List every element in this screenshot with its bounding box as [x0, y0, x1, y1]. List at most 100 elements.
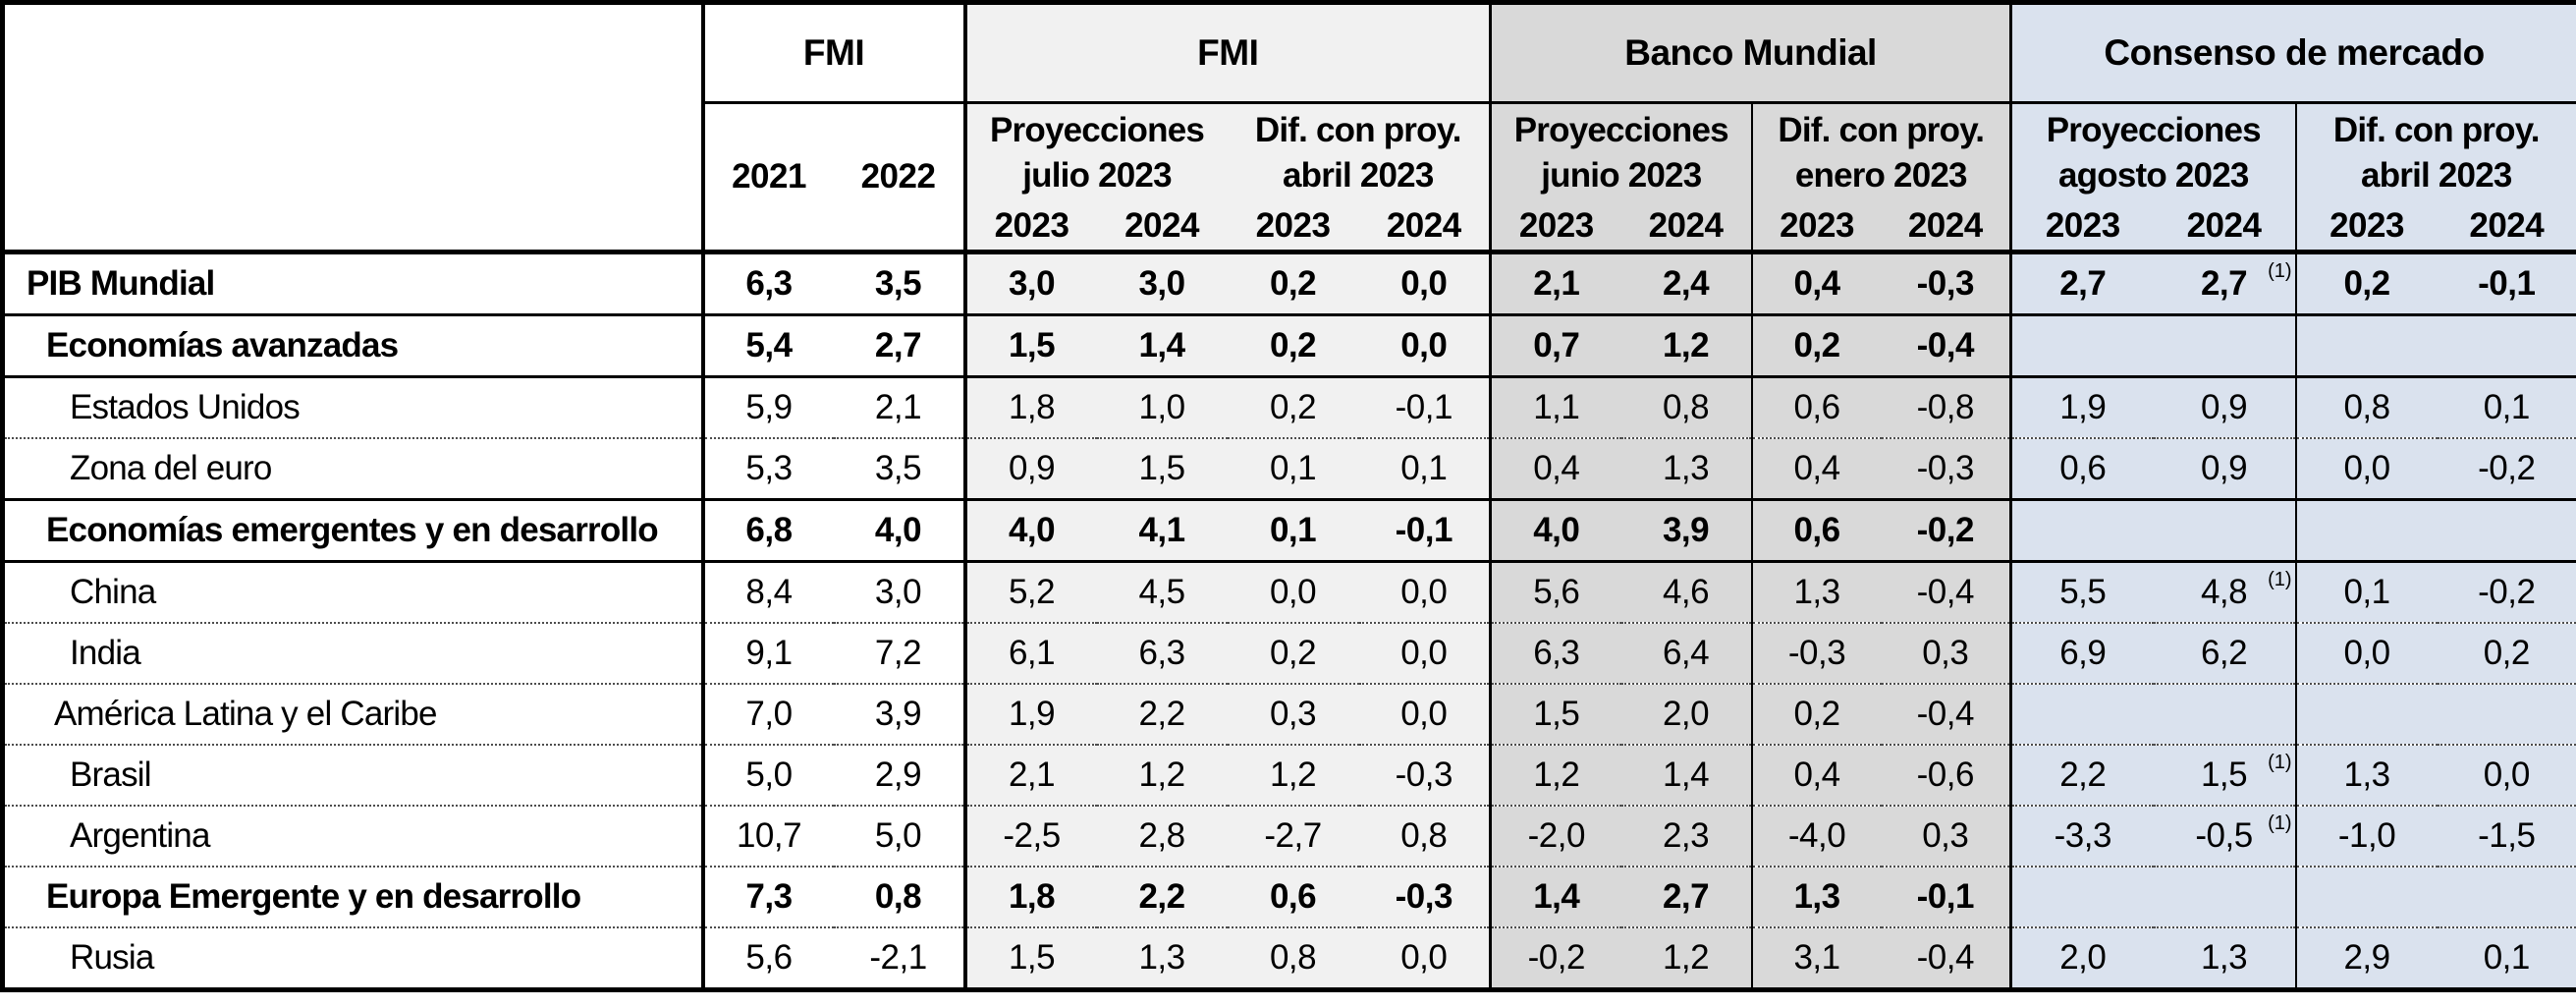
cell-value: 6,2	[2200, 634, 2248, 672]
cell-value: 0,6	[1793, 388, 1840, 426]
cell-value: 3,0	[1008, 264, 1056, 303]
header-subgroup-row: 2021 2022 Proyecciones julio 2023 Dif. c…	[3, 102, 2576, 254]
cell: 2,7	[1620, 867, 1752, 928]
row-label: Rusia	[2, 927, 703, 990]
cell: 1,4	[1096, 314, 1228, 378]
cell-value: -0,2	[1916, 511, 1975, 549]
subheader-consenso-diferencia: Dif. con proy. abril 2023	[2294, 102, 2576, 202]
cell-value: 1,2	[1662, 938, 1710, 977]
cell-value: 0,4	[1793, 264, 1840, 303]
cell-value: 1,5	[2200, 756, 2248, 794]
cell: 0,4	[1750, 438, 1882, 501]
cell: -2,7	[1227, 806, 1359, 868]
cell: 4,5	[1096, 561, 1228, 624]
cell-value: 3,9	[1662, 511, 1710, 549]
row-label: India	[2, 623, 703, 685]
cell-value: 0,0	[2483, 756, 2531, 794]
cell-value: 2,3	[1662, 816, 1710, 855]
cell-value: 4,0	[1533, 511, 1580, 549]
year-col-header: 2023	[2294, 202, 2438, 254]
cell: 0,2	[1750, 684, 1882, 746]
table-header: FMI FMI Banco Mundial Consenso de mercad…	[2, 2, 2576, 254]
year-col-header: 2023	[1489, 202, 1621, 254]
cell-value: -2,7	[1264, 816, 1322, 855]
cell: 0,0	[2294, 438, 2438, 501]
cell-value: 0,2	[2343, 264, 2390, 303]
cell: 0,9	[962, 438, 1097, 501]
year-col-header: 2023	[1750, 202, 1882, 254]
cell-value: -0,4	[1916, 695, 1975, 733]
cell: 9,1	[700, 623, 834, 685]
cell-value: 6,9	[2059, 634, 2107, 672]
cell-value: 0,2	[1269, 264, 1317, 303]
cell-value: 1,0	[1138, 388, 1185, 426]
subheader-line1: Proyecciones	[990, 111, 1205, 149]
cell: 7,2	[833, 623, 965, 685]
cell-value: 2,9	[2343, 938, 2390, 977]
cell: 2,3	[1620, 806, 1752, 868]
cell-value: 3,1	[1793, 938, 1840, 977]
cell: 2,2	[1096, 867, 1228, 928]
cell-value: 4,5	[1138, 573, 1185, 611]
table-row: Europa Emergente y en desarrollo 7,3 0,8 1,…	[2, 867, 2576, 928]
cell: 5,5	[2009, 561, 2154, 624]
cell: 2,1	[833, 376, 965, 439]
cell: 4,0	[962, 499, 1097, 563]
cell: 0,6	[1750, 499, 1882, 563]
row-label: Argentina	[2, 806, 703, 868]
cell: 7,3	[700, 867, 834, 928]
cell-value: 0,2	[1793, 695, 1840, 733]
cell-value: 2,0	[2059, 938, 2107, 977]
cell: 2,4	[1620, 252, 1752, 316]
cell-value: 2,8	[1138, 816, 1185, 855]
cell-value: 0,4	[1533, 449, 1580, 487]
cell-value: 5,3	[745, 449, 793, 487]
cell: -0,6	[1881, 745, 2011, 807]
cell: 6,1	[962, 623, 1097, 685]
cell: 4,0	[1489, 499, 1621, 563]
cell: 0,2	[1227, 314, 1359, 378]
cell: 1,3	[1750, 867, 1882, 928]
cell: -2,5	[962, 806, 1097, 868]
year-col-header: 2023	[962, 202, 1097, 254]
cell-value: 1,3	[2343, 756, 2390, 794]
cell-value: 0,0	[1400, 695, 1448, 733]
cell-value: 6,3	[1138, 634, 1185, 672]
cell-value: 2,7	[874, 326, 922, 364]
cell: 0,3	[1227, 684, 1359, 746]
cell: 1,8	[962, 376, 1097, 439]
cell-value: -0,2	[1527, 938, 1586, 977]
row-label: Estados Unidos	[2, 376, 703, 439]
table-row: América Latina y el Caribe 7,0 3,9 1,9 2,2 0,…	[2, 684, 2576, 746]
table-row: Economías emergentes y en desarrollo 6,8 4…	[2, 499, 2576, 563]
row-label: China	[2, 561, 703, 624]
cell: 5,6	[700, 927, 834, 990]
cell: 6,9	[2009, 623, 2154, 685]
subheader-line1: Dif. con proy.	[1254, 111, 1462, 149]
cell-value: -0,2	[2478, 573, 2536, 611]
cell: 0,0	[2294, 623, 2438, 685]
cell: 1,3	[1096, 927, 1228, 990]
cell: 1,2	[1227, 745, 1359, 807]
cell: 3,1	[1750, 927, 1882, 990]
cell-value: 7,3	[745, 877, 793, 916]
cell: 4,6	[1620, 561, 1752, 624]
row-label: Economías avanzadas	[2, 314, 703, 378]
cell-value: 0,6	[1269, 877, 1317, 916]
cell: 3,5	[833, 252, 965, 316]
cell-value: -0,4	[1916, 938, 1975, 977]
cell-value: -0,8	[1916, 388, 1975, 426]
row-label: América Latina y el Caribe	[2, 684, 703, 746]
footnote-marker: (1)	[2268, 569, 2292, 590]
cell-value: -2,5	[1003, 816, 1061, 855]
cell-value: 1,4	[1662, 756, 1710, 794]
cell	[2294, 499, 2438, 563]
cell	[2437, 314, 2576, 378]
cell: -0,1	[1881, 867, 2011, 928]
cell-value: -0,5	[2195, 816, 2253, 855]
cell: 8,4	[700, 561, 834, 624]
cell-value: 3,5	[874, 264, 922, 303]
table-row: Rusia 5,6 -2,1 1,5 1,3 0,8 0,0 -0,2 1,2 3,1 -0,4 2,…	[2, 927, 2576, 990]
cell: 1,5 (1)	[2153, 745, 2296, 807]
year-header-2022: 2022	[833, 102, 965, 254]
